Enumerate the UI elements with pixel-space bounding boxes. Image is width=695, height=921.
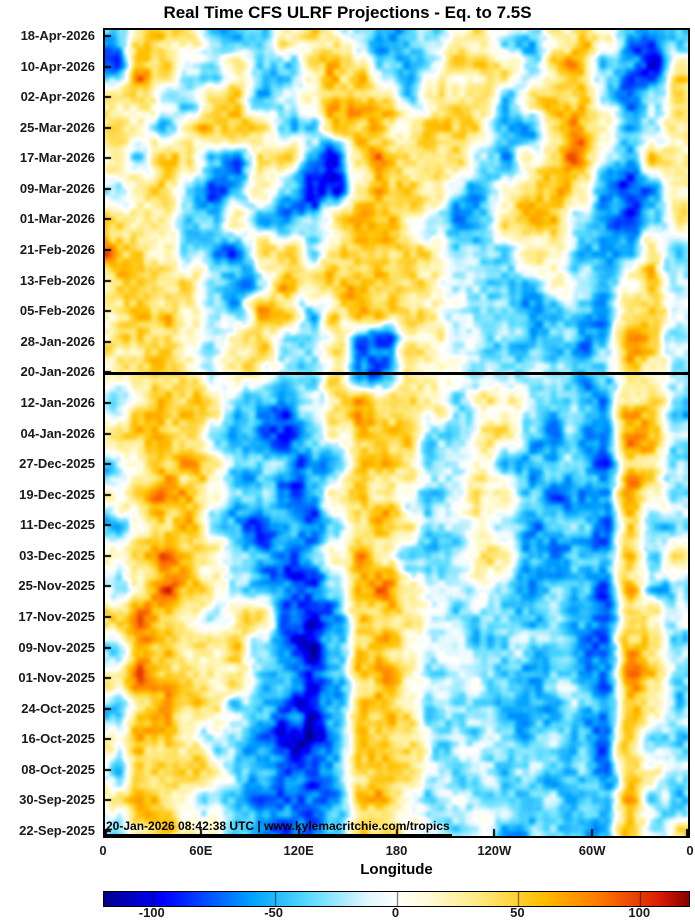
x-axis-tick-label: 120E xyxy=(283,843,314,858)
y-axis-tick-label: 11-Dec-2025 xyxy=(19,517,95,533)
y-axis-tick-label: 01-Mar-2026 xyxy=(19,211,95,227)
y-axis-tick-label: 25-Nov-2025 xyxy=(18,578,95,594)
y-axis-tick-label: 22-Sep-2025 xyxy=(19,823,95,838)
x-axis-tick-label: 180 xyxy=(385,843,408,858)
x-axis-title: Longitude xyxy=(360,861,433,878)
y-axis-tick-label: 17-Nov-2025 xyxy=(18,608,95,624)
chart-title: Real Time CFS ULRF Projections - Eq. to … xyxy=(163,3,532,22)
y-axis-tick-label: 03-Dec-2025 xyxy=(19,547,95,563)
colorbar-tick-label: 0 xyxy=(391,905,400,920)
heatmap-canvas xyxy=(105,30,688,836)
y-axis-tick-label: 09-Mar-2026 xyxy=(19,180,95,196)
y-axis-tick-label: 16-Oct-2025 xyxy=(21,731,95,747)
y-axis-tick-label: 21-Feb-2026 xyxy=(19,242,95,258)
plot-area: 20-Jan-2026 08:42:38 UTC | www.kylemacri… xyxy=(103,28,690,838)
y-axis-tick-label: 12-Jan-2026 xyxy=(20,394,95,410)
y-axis-tick-label: 02-Apr-2026 xyxy=(20,89,95,105)
colorbar-tick-label: -100 xyxy=(138,905,165,920)
y-axis-tick-label: 10-Apr-2026 xyxy=(20,58,95,74)
colorbar-tick-label: 100 xyxy=(628,905,651,920)
y-axis-tick-label: 01-Nov-2025 xyxy=(18,670,95,686)
y-axis-tick-label: 18-Apr-2026 xyxy=(20,28,95,43)
x-axis-tick-label: 0 xyxy=(686,843,694,858)
colorbar-canvas xyxy=(104,892,689,906)
y-axis-tick-label: 20-Jan-2026 xyxy=(20,364,95,380)
y-axis-tick-label: 24-Oct-2025 xyxy=(21,700,95,716)
y-axis-tick-label: 09-Nov-2025 xyxy=(18,639,95,655)
y-axis-tick-label: 13-Feb-2026 xyxy=(19,272,95,288)
y-axis-tick-label: 28-Jan-2026 xyxy=(20,333,95,349)
x-axis-tick-label: 60W xyxy=(578,843,606,858)
y-axis-tick-label: 30-Sep-2025 xyxy=(19,792,95,808)
colorbar xyxy=(103,891,690,907)
colorbar-tick-label: -50 xyxy=(264,905,284,920)
y-axis-tick-label: 17-Mar-2026 xyxy=(19,150,95,166)
watermark-text: 20-Jan-2026 08:42:38 UTC | www.kylemacri… xyxy=(106,819,452,836)
y-axis-tick-label: 04-Jan-2026 xyxy=(20,425,95,441)
y-axis-tick-label: 08-Oct-2025 xyxy=(21,761,95,777)
y-axis-tick-label: 05-Feb-2026 xyxy=(19,303,95,319)
colorbar-tick-label: 50 xyxy=(510,905,525,920)
y-axis-tick-label: 27-Dec-2025 xyxy=(19,456,95,472)
init-time-line xyxy=(105,372,688,375)
x-axis-tick-label: 60E xyxy=(189,843,213,858)
y-axis-tick-label: 25-Mar-2026 xyxy=(19,119,95,135)
x-axis-tick-label: 120W xyxy=(477,843,512,858)
y-axis-tick-label: 19-Dec-2025 xyxy=(19,486,95,502)
x-axis-tick-label: 0 xyxy=(99,843,107,858)
